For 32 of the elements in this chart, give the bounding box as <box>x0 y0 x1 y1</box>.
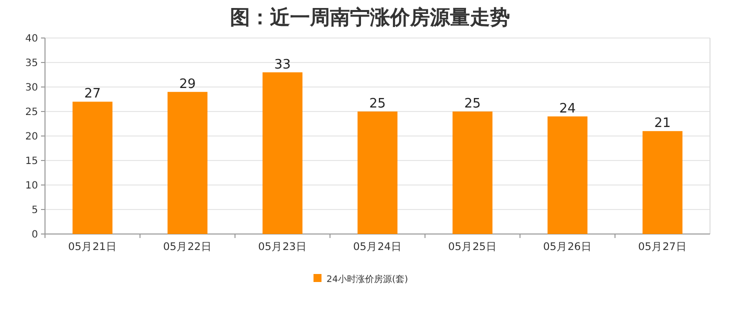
bar <box>168 92 208 234</box>
y-tick-label: 5 <box>32 205 38 216</box>
data-label: 27 <box>84 86 101 102</box>
x-tick-label: 05月25日 <box>448 241 497 253</box>
x-tick-label: 05月23日 <box>258 241 307 253</box>
x-tick-label: 05月22日 <box>163 241 212 253</box>
y-tick-label: 40 <box>25 34 38 44</box>
y-tick-label: 15 <box>25 156 38 167</box>
bar <box>72 102 112 234</box>
bar <box>358 112 398 234</box>
y-tick-label: 30 <box>25 82 38 94</box>
data-label: 21 <box>654 116 671 132</box>
data-label: 33 <box>274 57 291 72</box>
data-label: 25 <box>369 96 386 112</box>
y-tick-label: 25 <box>25 107 38 118</box>
y-tick-label: 0 <box>32 230 38 240</box>
x-tick-label: 05月26日 <box>543 241 592 253</box>
bar <box>262 72 302 234</box>
x-tick-label: 05月21日 <box>68 241 117 253</box>
legend-label: 24小时涨价房源(套) <box>326 274 408 285</box>
bar <box>548 116 588 234</box>
data-label: 29 <box>179 76 196 92</box>
y-tick-label: 20 <box>25 132 38 142</box>
y-tick-label: 35 <box>25 58 38 69</box>
data-label: 25 <box>464 96 481 112</box>
chart-title: 图：近一周南宁涨价房源量走势 <box>230 5 510 29</box>
bar <box>642 131 682 234</box>
data-label: 24 <box>559 101 576 116</box>
bar <box>452 112 492 234</box>
y-tick-label: 10 <box>25 180 38 192</box>
x-tick-label: 05月24日 <box>353 241 402 253</box>
x-tick-label: 05月27日 <box>638 241 687 253</box>
